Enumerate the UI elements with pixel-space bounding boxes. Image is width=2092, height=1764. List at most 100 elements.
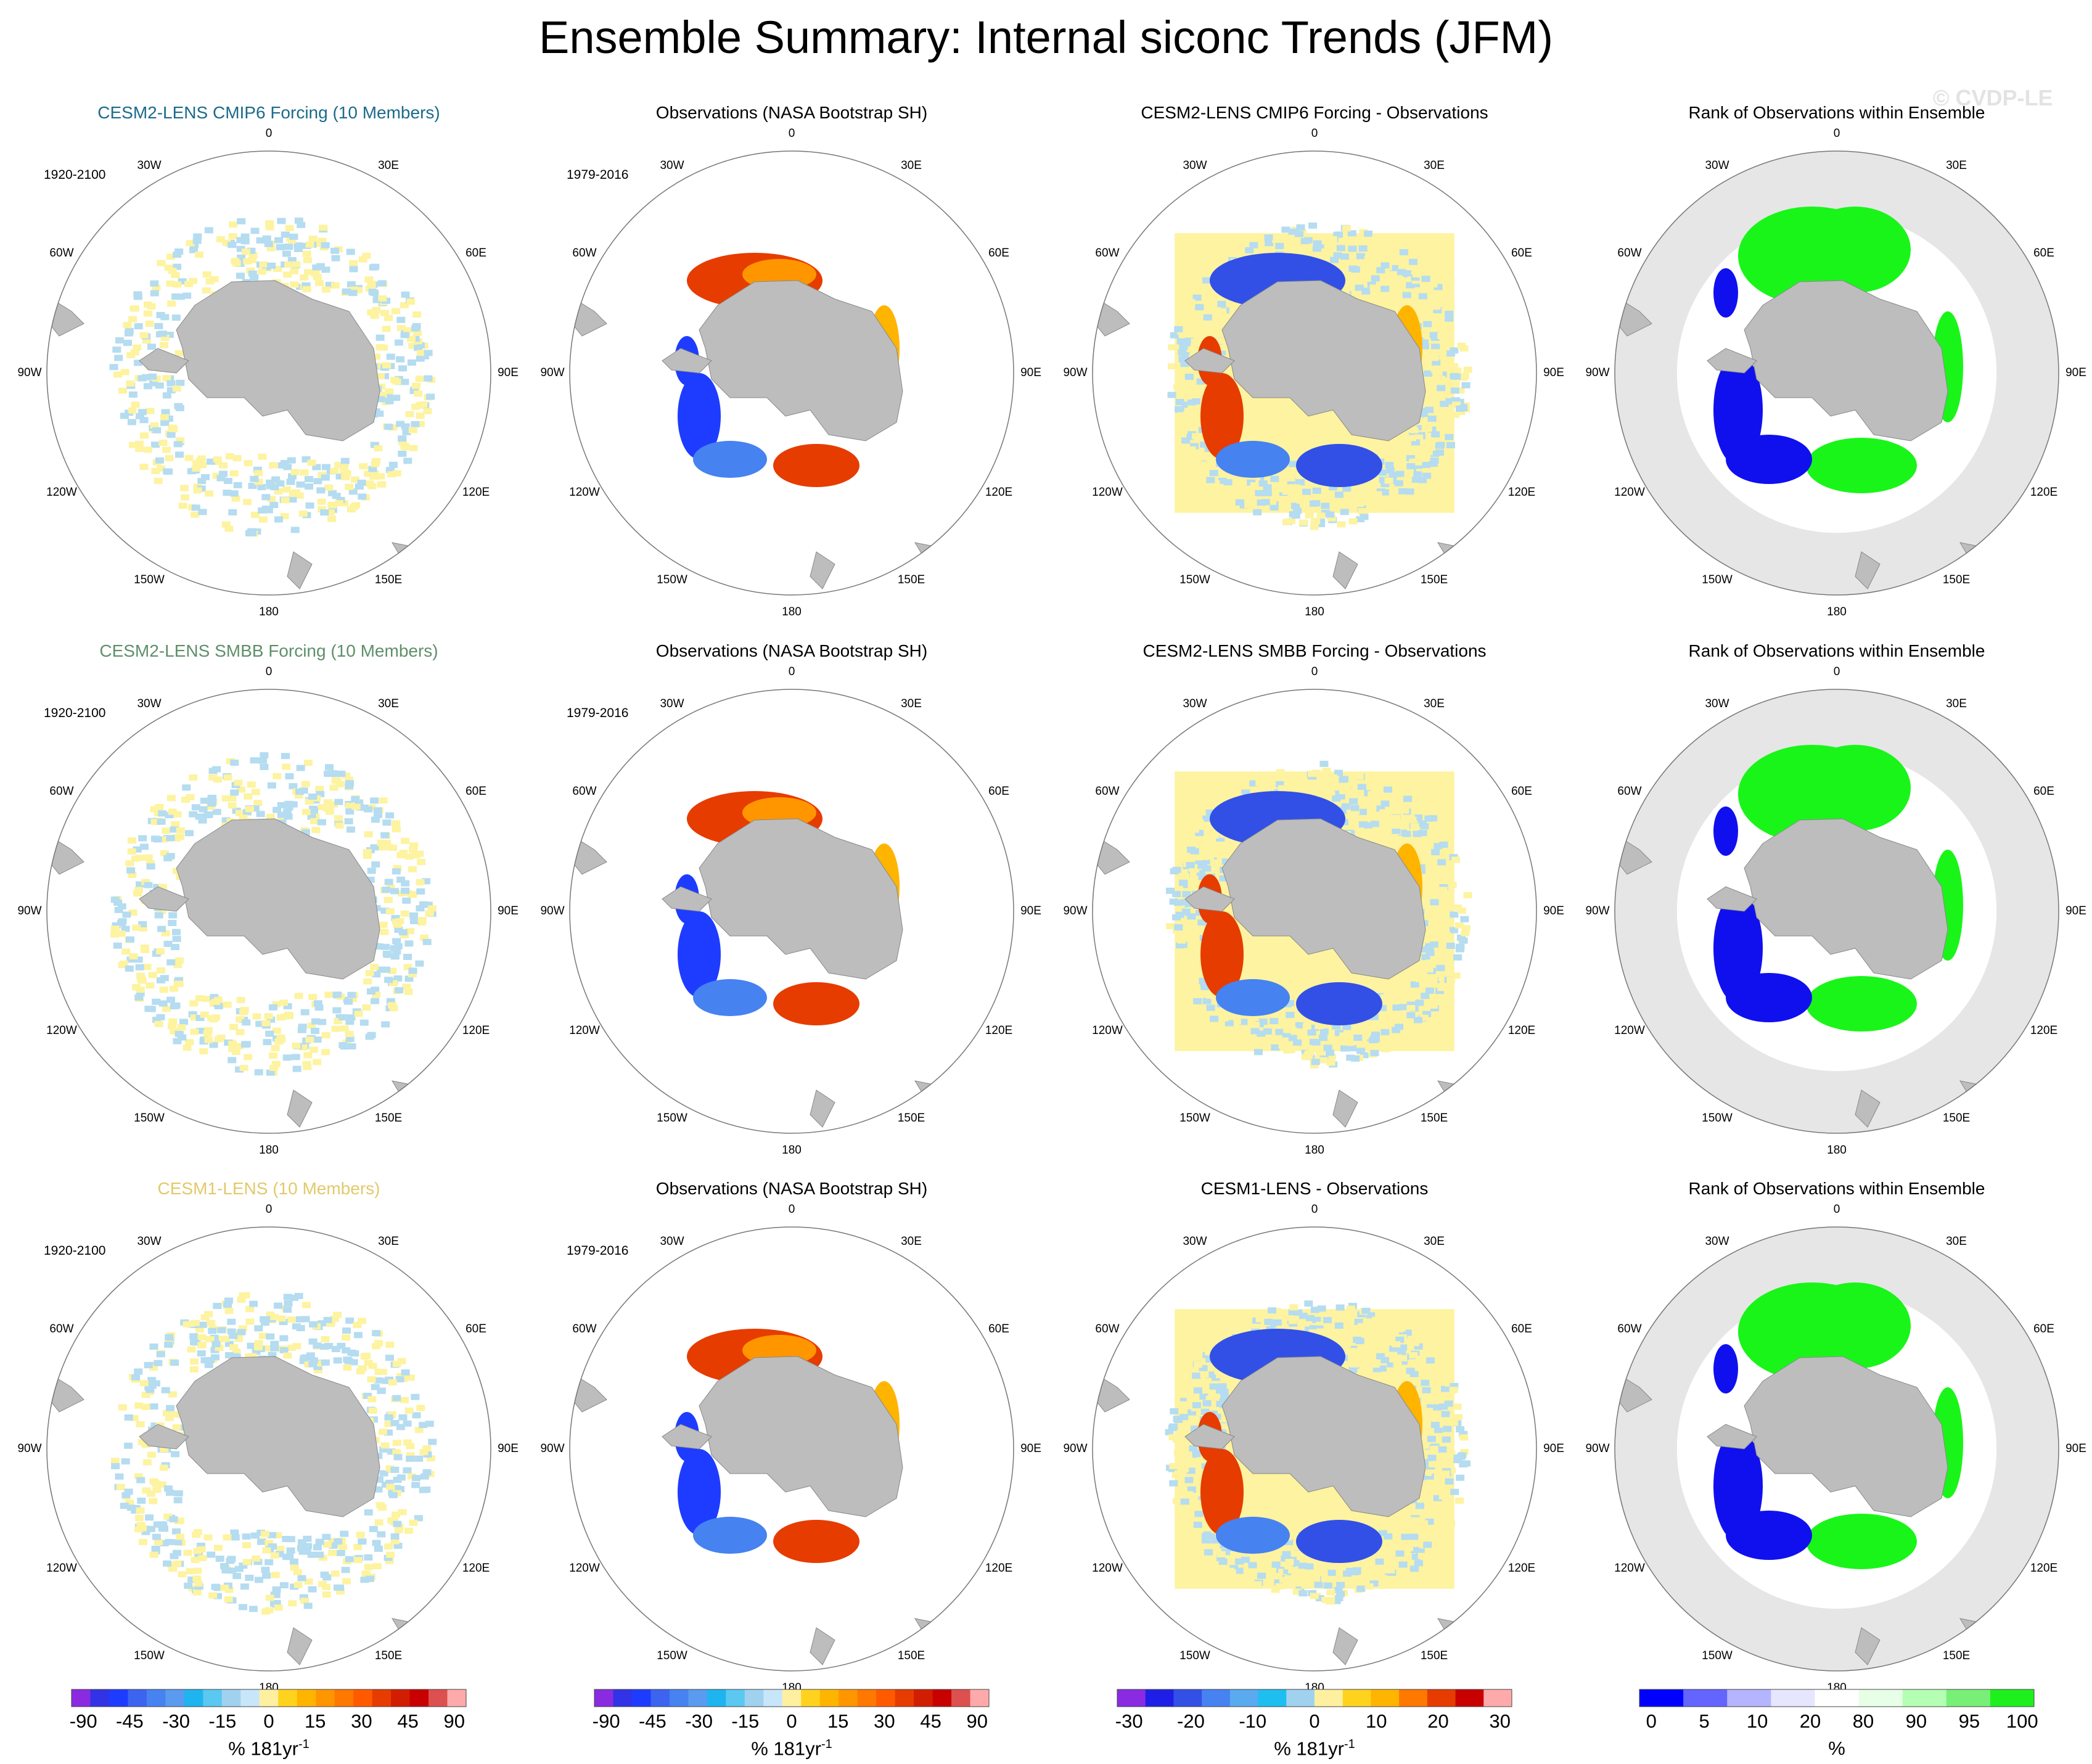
colorbar-tick-label: -45 — [115, 1710, 144, 1732]
colorbar-tick-label: -15 — [731, 1710, 760, 1732]
longitude-label: 60E — [2033, 1323, 2054, 1335]
longitude-label: 120W — [46, 1562, 77, 1575]
colorbar-swatch — [109, 1689, 128, 1707]
longitude-label: 150W — [1702, 573, 1733, 587]
trend-colorbar — [71, 1689, 467, 1707]
longitude-label: 60W — [1095, 247, 1120, 260]
longitude-label: 30W — [137, 1234, 162, 1248]
rank-title: Rank of Observations within Ensemble — [1688, 641, 1985, 660]
longitude-label: 150W — [657, 573, 687, 587]
colorbar-tick-label: -20 — [1177, 1710, 1205, 1732]
colorbar-swatch — [1173, 1689, 1202, 1707]
colorbar-swatch — [259, 1689, 279, 1707]
longitude-label: 120E — [1507, 1562, 1536, 1575]
longitude-label: 90W — [1585, 905, 1610, 917]
colorbar-tick-label: 30 — [351, 1710, 372, 1732]
colorbar-swatch — [297, 1689, 316, 1707]
longitude-label: 30E — [901, 158, 922, 172]
longitude-label: 90E — [2065, 366, 2086, 379]
longitude-label: 30W — [1705, 697, 1729, 710]
colorbar-swatch — [1202, 1689, 1231, 1707]
colorbar-swatch — [1902, 1689, 1947, 1707]
colorbar-tick-label: 5 — [1699, 1710, 1710, 1732]
colorbar-tick-label: 0 — [1309, 1710, 1320, 1732]
colorbar-swatch — [1258, 1689, 1287, 1707]
longitude-label: 60W — [49, 1323, 74, 1335]
longitude-label: 30W — [660, 158, 684, 172]
longitude-label: 90E — [1543, 905, 1564, 917]
colorbar-swatch — [1815, 1689, 1860, 1707]
antarctic-peninsula — [139, 1424, 189, 1450]
longitude-label: 120E — [985, 1024, 1013, 1037]
colorbar-tick-label: 10 — [1366, 1710, 1387, 1732]
colorbar-tick-label: -90 — [69, 1710, 97, 1732]
map-boundary — [46, 1226, 491, 1672]
rank-low-patch — [1713, 806, 1738, 856]
longitude-label: 60W — [1095, 1323, 1120, 1335]
colorbar-tick-label: -30 — [162, 1710, 190, 1732]
colorbar-swatch — [1990, 1689, 2035, 1707]
longitude-label: 30W — [1183, 697, 1207, 710]
longitude-label: 180 — [1827, 1144, 1847, 1157]
colorbar-swatch — [429, 1689, 448, 1707]
longitude-label: 0 — [1311, 1203, 1318, 1216]
model-title: CESM1-LENS (10 Members) — [157, 1179, 380, 1198]
antarctic-peninsula — [662, 348, 712, 374]
longitude-label: 60E — [2033, 785, 2054, 798]
colorbar-swatch — [372, 1689, 392, 1707]
colorbar-swatch — [819, 1689, 839, 1707]
new-zealand-land — [287, 551, 313, 589]
model-trend-field — [110, 1292, 437, 1615]
obs-title: Observations (NASA Bootstrap SH) — [655, 103, 928, 122]
obs-title: Observations (NASA Bootstrap SH) — [655, 641, 928, 660]
longitude-label: 120E — [985, 486, 1013, 499]
longitude-label: 60E — [1511, 1323, 1532, 1335]
longitude-label: 120E — [462, 1562, 490, 1575]
colorbar-swatch — [72, 1689, 91, 1707]
longitude-label: 150W — [134, 573, 165, 587]
longitude-label: 120W — [1092, 486, 1123, 499]
model-map — [46, 150, 491, 596]
map-boundary — [1614, 150, 2059, 596]
colorbar-tick-label: 15 — [304, 1710, 326, 1732]
colorbar-swatch — [221, 1689, 241, 1707]
longitude-label: 120W — [1092, 1024, 1123, 1037]
rank-low-patch — [1713, 268, 1738, 318]
longitude-label: 180 — [1305, 1144, 1324, 1157]
longitude-label: 0 — [265, 127, 273, 140]
longitude-label: 120E — [2030, 1562, 2058, 1575]
colorbar-swatch — [90, 1689, 110, 1707]
longitude-label: 150E — [1942, 573, 1971, 587]
longitude-label: 0 — [788, 127, 795, 140]
longitude-label: 180 — [1827, 605, 1847, 618]
longitude-label: 60W — [1617, 1323, 1642, 1335]
diff-colorbar — [1117, 1689, 1512, 1707]
longitude-label: 90W — [1063, 1442, 1088, 1455]
new-zealand-land — [287, 1089, 313, 1128]
colorbar-swatch — [1371, 1689, 1400, 1707]
longitude-label: 60E — [988, 247, 1009, 260]
longitude-label: 90W — [17, 1442, 42, 1455]
colorbar-swatch — [447, 1689, 467, 1707]
longitude-label: 90E — [498, 366, 519, 379]
antarctic-peninsula — [662, 886, 712, 912]
colorbar-swatch — [1639, 1689, 1684, 1707]
rank-high-patch — [1806, 1514, 1917, 1569]
longitude-label: 30E — [378, 1234, 399, 1248]
colorbar-swatch — [1229, 1689, 1259, 1707]
longitude-label: 30E — [378, 158, 399, 172]
colorbar-tick-label: 90 — [1905, 1710, 1927, 1732]
colorbar-swatch — [353, 1689, 373, 1707]
colorbar-swatch — [316, 1689, 335, 1707]
longitude-label: 90E — [498, 1442, 519, 1455]
colorbar-swatch — [932, 1689, 952, 1707]
colorbar-swatch — [650, 1689, 670, 1707]
colorbar-unit-label: % 181yr-1 — [751, 1737, 832, 1760]
longitude-label: 30E — [1946, 158, 1967, 172]
colorbar-swatch — [165, 1689, 185, 1707]
longitude-label: 150E — [374, 1649, 403, 1663]
longitude-label: 60W — [49, 785, 74, 798]
diff-title: CESM2-LENS SMBB Forcing - Observations — [1142, 641, 1487, 660]
colorbar-unit-text: % — [1828, 1737, 1845, 1759]
colorbar-tick-label: 90 — [443, 1710, 466, 1732]
